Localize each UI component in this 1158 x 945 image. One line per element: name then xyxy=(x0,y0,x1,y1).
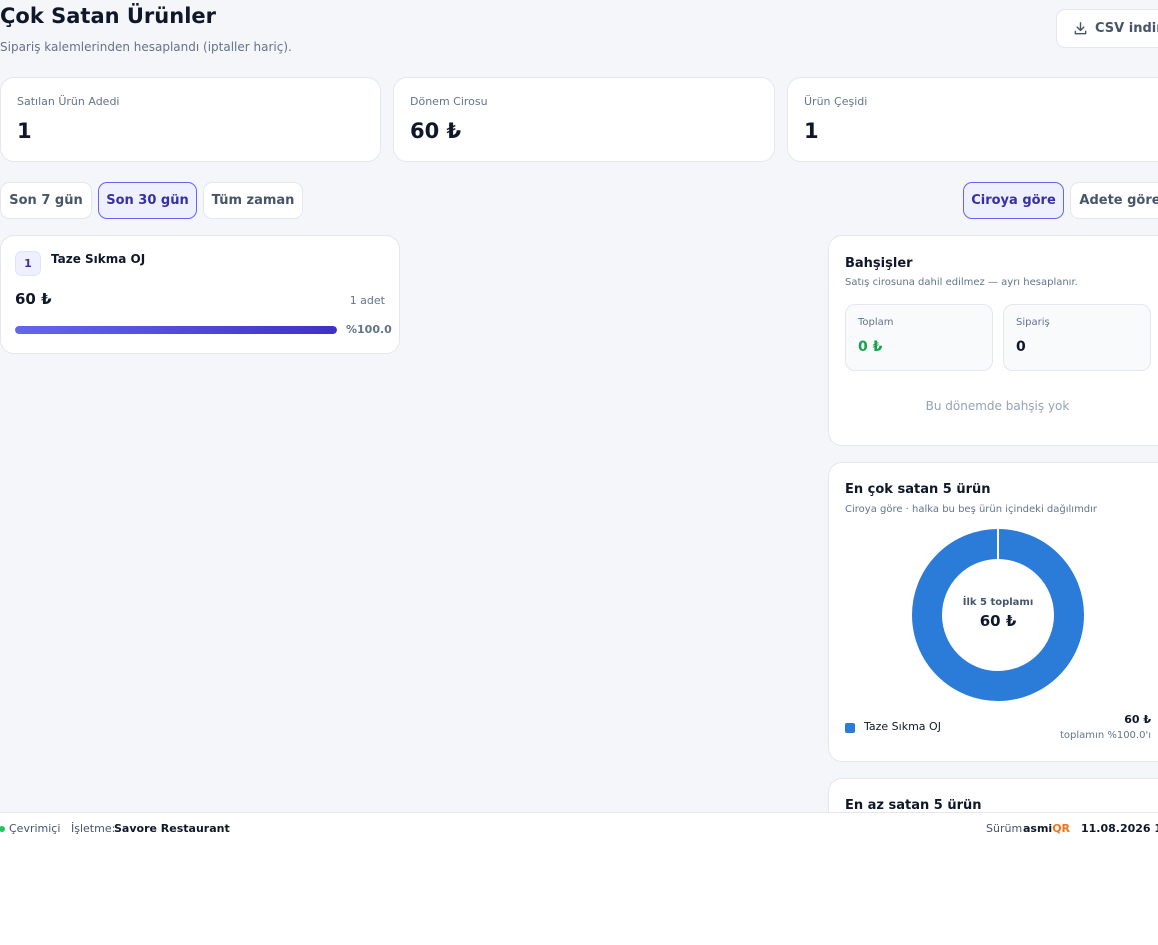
legend-name: Taze Sıkma OJ xyxy=(864,720,941,733)
business-label: İşletme: xyxy=(71,822,116,835)
download-icon xyxy=(1074,22,1087,35)
legend-share: toplamın %100.0'ı xyxy=(1060,730,1151,741)
stat-value: 1 xyxy=(17,119,32,143)
stat-label: Satılan Ürün Adedi xyxy=(17,95,120,108)
sort-by-quantity[interactable]: Adete göre xyxy=(1070,182,1158,219)
product-card xyxy=(0,235,400,354)
online-dot-icon xyxy=(0,826,5,832)
rank-badge: 1 xyxy=(15,251,41,276)
filter-last-7-days[interactable]: Son 7 gün xyxy=(0,182,92,219)
csv-download-label: CSV indir xyxy=(1095,21,1158,36)
stat-label: Ürün Çeşidi xyxy=(804,95,868,108)
tips-subtitle: Satış cirosuna dahil edilmez — ayrı hesa… xyxy=(845,277,1078,288)
stat-value: 60 ₺ xyxy=(410,119,462,143)
status-bar: Çevrimiçi İşletme: Savore Restaurant Sür… xyxy=(0,812,1158,845)
page-title: Çok Satan Ürünler xyxy=(0,4,216,28)
filter-last-30-days[interactable]: Son 30 gün xyxy=(98,182,197,219)
tips-title: Bahşişler xyxy=(845,256,913,271)
top5-title: En çok satan 5 ürün xyxy=(845,482,991,497)
top5-card xyxy=(828,462,1158,762)
product-share-bar xyxy=(15,326,337,334)
page-subtitle: Sipariş kalemlerinden hesaplandı (iptall… xyxy=(0,40,292,54)
donut-chart xyxy=(912,529,1084,701)
business-name: Savore Restaurant xyxy=(114,822,230,835)
donut-center-label: İlk 5 toplamı xyxy=(962,597,1034,608)
brand-part-b: QR xyxy=(1052,822,1071,835)
top5-subtitle: Ciroya göre · halka bu beş ürün içindeki… xyxy=(845,504,1098,515)
product-share-label: %100.0 xyxy=(346,323,392,336)
brand-part-a: asmi xyxy=(1023,822,1053,835)
sort-by-revenue[interactable]: Ciroya göre xyxy=(963,182,1064,219)
product-quantity: 1 adet xyxy=(349,294,385,307)
tips-total-card: Toplam 0 ₺ xyxy=(845,304,993,371)
connection-status: Çevrimiçi xyxy=(9,822,61,835)
bottom5-card xyxy=(828,778,1158,812)
brand-logo: asmiQR xyxy=(1023,822,1070,835)
datetime: 11.08.2026 12: xyxy=(1081,822,1158,835)
stat-value: 1 xyxy=(804,119,819,143)
stat-label: Dönem Cirosu xyxy=(410,95,488,108)
tips-empty-text: Bu dönemde bahşiş yok xyxy=(925,399,1070,413)
stat-card-period-revenue: Dönem Cirosu 60 ₺ xyxy=(393,77,775,162)
tips-orders-value: 0 xyxy=(1016,339,1026,355)
product-share-fill xyxy=(15,326,337,334)
tips-total-label: Toplam xyxy=(858,317,894,328)
product-revenue: 60 ₺ xyxy=(15,290,52,308)
bottom5-title: En az satan 5 ürün xyxy=(845,798,982,812)
legend-swatch xyxy=(845,723,855,733)
legend-value: 60 ₺ xyxy=(1124,713,1151,726)
donut-center-value: 60 ₺ xyxy=(979,612,1017,630)
stat-card-product-variety: Ürün Çeşidi 1 xyxy=(787,77,1158,162)
product-name: Taze Sıkma OJ xyxy=(51,252,146,266)
tips-orders-label: Sipariş xyxy=(1016,317,1050,328)
filter-all-time[interactable]: Tüm zaman xyxy=(203,182,303,219)
stat-card-sold-units: Satılan Ürün Adedi 1 xyxy=(0,77,381,162)
tips-total-value: 0 ₺ xyxy=(858,339,883,355)
main-content: Çok Satan Ürünler Sipariş kalemlerinden … xyxy=(0,4,1158,812)
csv-download-button[interactable]: CSV indir xyxy=(1056,9,1158,48)
tips-orders-card: Sipariş 0 xyxy=(1003,304,1151,371)
version-label: Sürüm xyxy=(986,822,1023,835)
